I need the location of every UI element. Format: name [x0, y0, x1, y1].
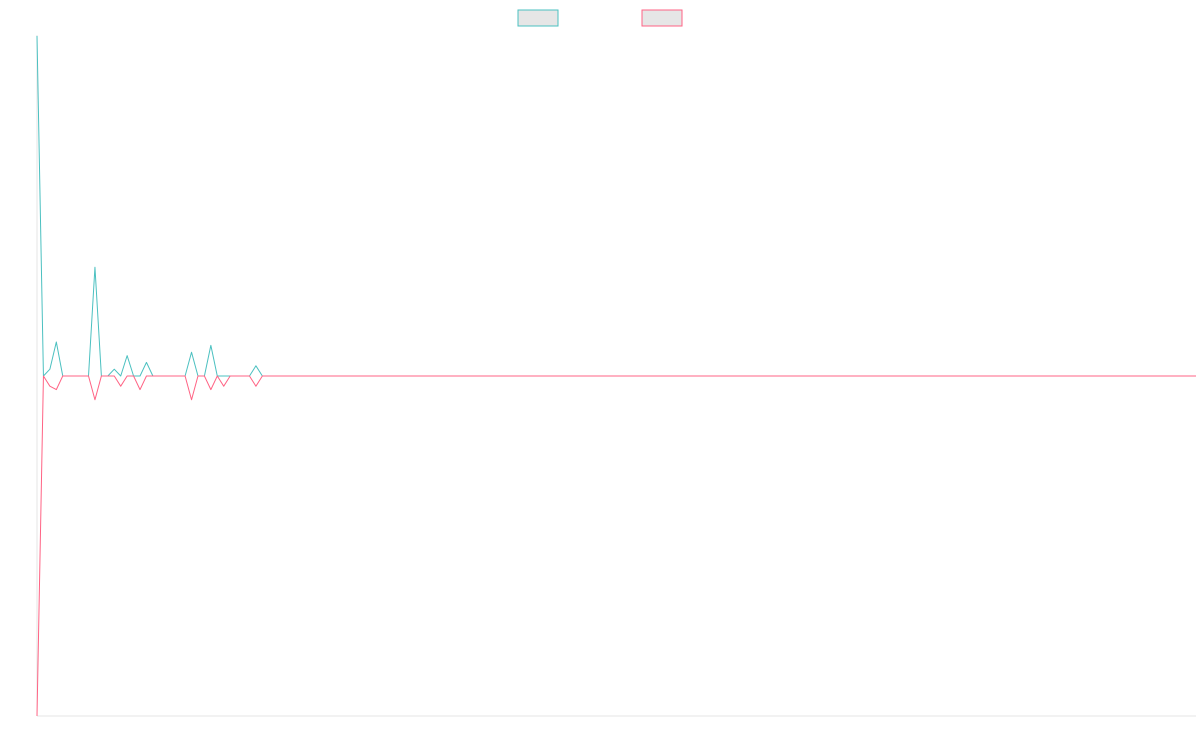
series-line-2[interactable] [36, 375, 1196, 717]
legend-swatch-2[interactable] [641, 9, 683, 27]
axes [36, 35, 1196, 717]
series-line-1[interactable] [36, 35, 1196, 377]
legend[interactable] [517, 9, 683, 27]
series-group [36, 35, 1196, 717]
legend-swatch-1[interactable] [517, 9, 559, 27]
